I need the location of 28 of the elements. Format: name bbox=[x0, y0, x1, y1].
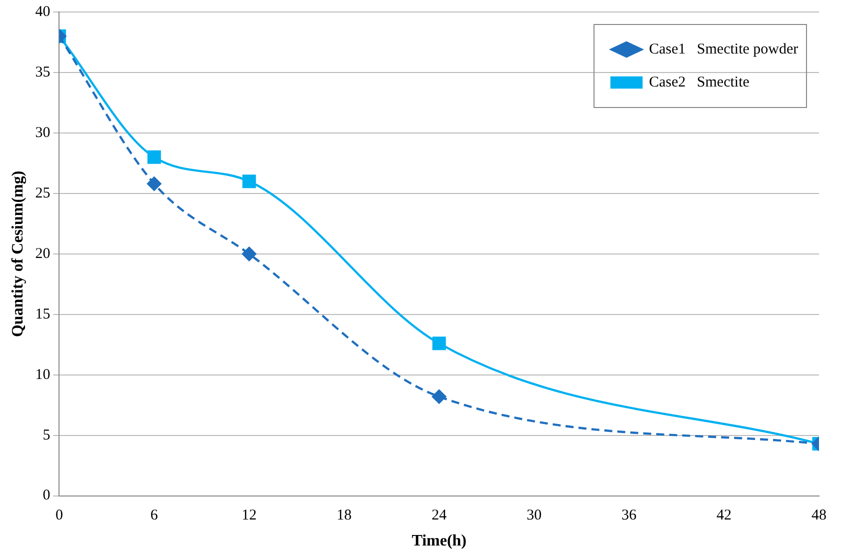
x-tick-label: 36 bbox=[622, 508, 638, 524]
x-tick-label: 12 bbox=[242, 508, 257, 524]
point bbox=[242, 174, 256, 188]
x-tick-label: 30 bbox=[526, 508, 542, 524]
y-tick-label: 0 bbox=[42, 488, 50, 504]
y-tick-label: 5 bbox=[42, 427, 50, 444]
y-tick-label: 40 bbox=[35, 4, 50, 20]
y-tick-label: 10 bbox=[35, 366, 50, 383]
x-tick-label: 6 bbox=[150, 508, 158, 524]
point bbox=[432, 390, 446, 404]
y-axis-title: Quantity of Cesium(mg) bbox=[10, 170, 27, 338]
x-tick-label: 0 bbox=[55, 508, 63, 524]
x-tick-label: 48 bbox=[812, 508, 826, 524]
y-tick-label: 15 bbox=[35, 306, 50, 322]
point bbox=[147, 176, 162, 191]
point bbox=[432, 336, 446, 350]
legend-label: Case2 Smectite bbox=[649, 74, 750, 90]
y-tick-label: 35 bbox=[35, 64, 50, 80]
y-tick-label: 20 bbox=[35, 246, 50, 262]
x-tick-label: 42 bbox=[716, 508, 732, 524]
y-tick-label: 25 bbox=[35, 185, 50, 202]
point bbox=[242, 246, 256, 261]
legend-label: Case1 Smectite powder bbox=[649, 41, 798, 58]
x-tick-label: 18 bbox=[336, 508, 352, 524]
point bbox=[147, 150, 161, 164]
y-tick-label: 30 bbox=[35, 124, 50, 141]
x-tick-label: 24 bbox=[432, 508, 448, 524]
x-axis-title: Time(h) bbox=[412, 532, 467, 550]
